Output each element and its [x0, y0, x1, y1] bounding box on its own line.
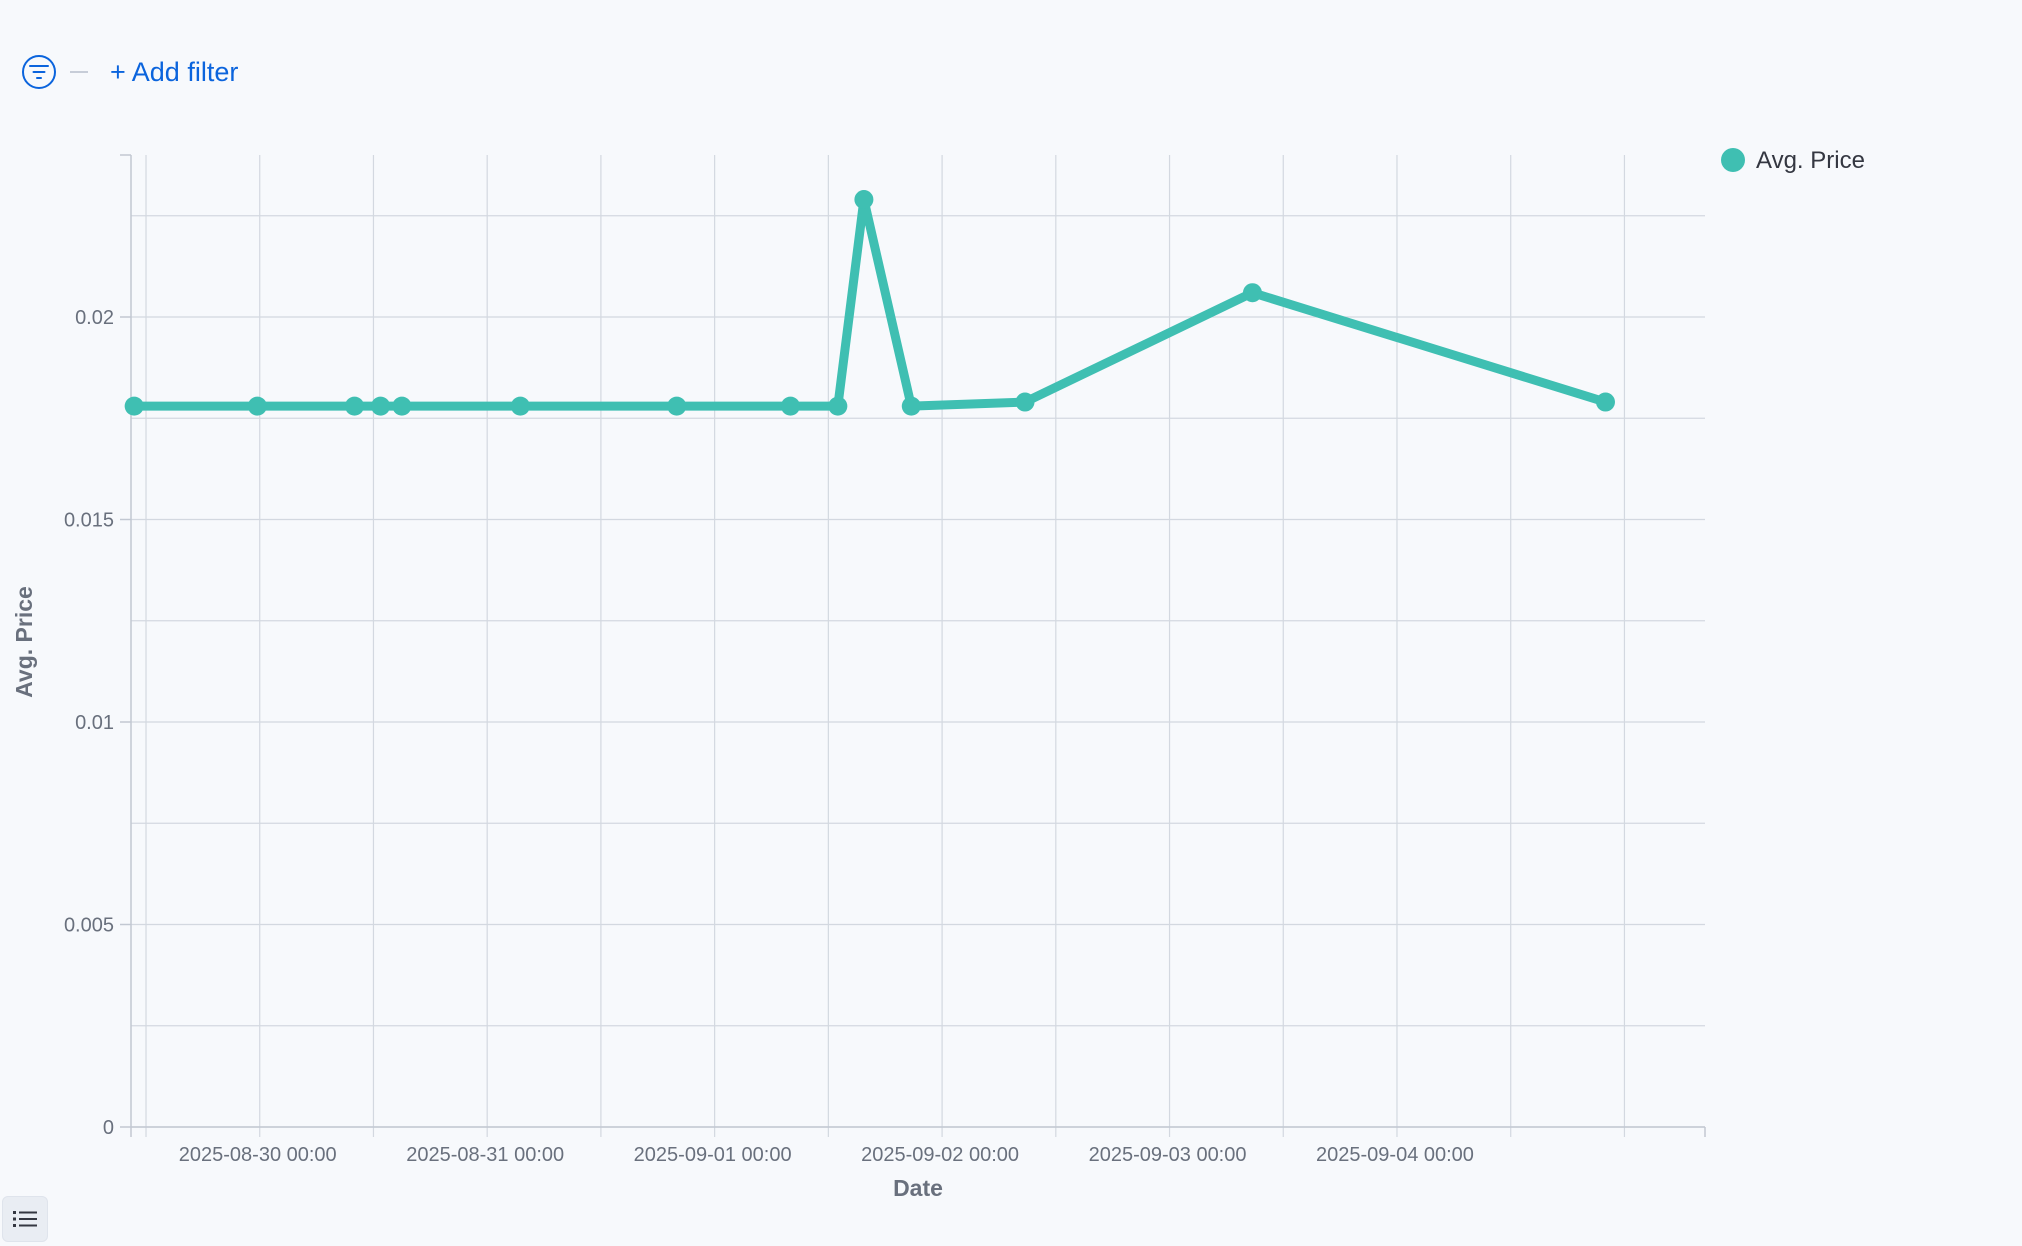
horizontal-gridlines [131, 215, 1705, 1128]
y-axis-title: Avg. Price [11, 586, 37, 698]
data-point[interactable] [780, 396, 800, 416]
series-avg-price [124, 190, 1615, 416]
data-point[interactable] [371, 396, 391, 416]
x-tick-label: 2025-09-04 00:00 [1316, 1144, 1474, 1166]
y-tick-label: 0 [103, 1117, 114, 1139]
data-point[interactable] [392, 396, 412, 416]
data-point[interactable] [345, 396, 365, 416]
legend-marker [1721, 148, 1745, 172]
legend-item-avg-price[interactable]: Avg. Price [1721, 147, 1865, 174]
axes [120, 154, 1706, 1137]
data-point[interactable] [1595, 392, 1615, 412]
data-point[interactable] [124, 396, 144, 416]
x-tick-label: 2025-08-30 00:00 [179, 1144, 337, 1166]
x-tick-label: 2025-09-01 00:00 [634, 1144, 792, 1166]
data-point[interactable] [247, 396, 267, 416]
add-filter-button[interactable]: + Add filter [110, 56, 239, 87]
data-point[interactable] [510, 396, 530, 416]
data-point[interactable] [667, 396, 687, 416]
x-axis-title: Date [893, 1175, 943, 1201]
y-tick-label: 0.02 [75, 307, 114, 329]
legend: Avg. Price [1721, 147, 1865, 174]
filter-icon[interactable] [22, 55, 56, 89]
data-point[interactable] [1015, 392, 1035, 412]
y-tick-label: 0.015 [64, 510, 114, 532]
legend-toggle-button[interactable] [2, 1196, 48, 1242]
legend-label: Avg. Price [1756, 147, 1865, 174]
data-point[interactable] [901, 396, 921, 416]
x-tick-label: 2025-09-03 00:00 [1089, 1144, 1247, 1166]
series-line [129, 195, 1610, 411]
data-point[interactable] [854, 190, 874, 210]
vertical-gridlines [145, 155, 1626, 1137]
x-tick-label: 2025-08-31 00:00 [406, 1144, 564, 1166]
filter-bar: + Add filter [22, 50, 238, 94]
y-axis-tick-labels: 0 0.005 0.01 0.015 0.02 [64, 307, 131, 1139]
filter-lines-glyph [29, 65, 49, 79]
x-axis-tick-labels: 2025-08-30 00:00 2025-08-31 00:00 2025-09-… [179, 1144, 1474, 1166]
x-tick-label: 2025-09-02 00:00 [861, 1144, 1019, 1166]
y-tick-label: 0.005 [64, 915, 114, 937]
data-point[interactable] [1242, 283, 1262, 303]
filter-separator [70, 71, 88, 73]
y-tick-label: 0.01 [75, 712, 114, 734]
data-point[interactable] [828, 396, 848, 416]
list-icon [13, 1211, 37, 1227]
